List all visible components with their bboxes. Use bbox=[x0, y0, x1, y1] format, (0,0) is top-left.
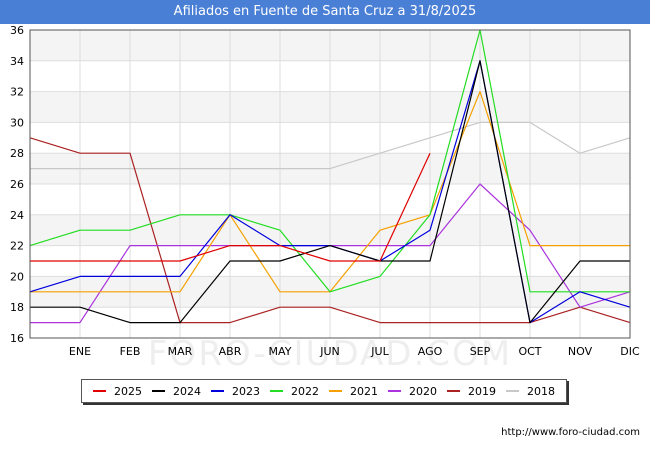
x-tick-label: FEB bbox=[120, 345, 141, 358]
x-tick-label: ENE bbox=[69, 345, 91, 358]
y-tick-label: 32 bbox=[10, 86, 24, 99]
legend-swatch bbox=[388, 390, 401, 392]
x-tick-label: MAR bbox=[168, 345, 193, 358]
series-line-2022 bbox=[29, 29, 630, 293]
legend-swatch bbox=[447, 390, 460, 392]
y-tick-label: 26 bbox=[10, 178, 24, 191]
x-tick-label: ABR bbox=[219, 345, 242, 358]
y-tick-label: 20 bbox=[10, 270, 24, 283]
series-line-2024 bbox=[30, 60, 630, 324]
legend-swatch bbox=[270, 390, 283, 392]
legend-swatch bbox=[506, 390, 519, 392]
x-tick-label: JUN bbox=[319, 345, 340, 358]
x-tick-label: MAY bbox=[269, 345, 292, 358]
legend-item-2021: 2021 bbox=[329, 385, 378, 398]
legend-label: 2019 bbox=[468, 384, 496, 398]
legend: 2025 2024 2023 2022 2021 2020 2019 2018 bbox=[81, 379, 567, 403]
legend-item-2018: 2018 bbox=[506, 385, 555, 398]
y-tick-label: 16 bbox=[10, 332, 24, 345]
legend-label: 2018 bbox=[527, 384, 555, 398]
series-line-2018 bbox=[30, 121, 631, 170]
legend-item-2020: 2020 bbox=[388, 385, 437, 398]
y-tick-label: 18 bbox=[10, 301, 24, 314]
legend-item-2023: 2023 bbox=[211, 385, 260, 398]
y-tick-label: 34 bbox=[10, 55, 24, 68]
legend-item-2025: 2025 bbox=[93, 385, 142, 398]
x-tick-label: AGO bbox=[418, 345, 443, 358]
series-line-2025 bbox=[30, 152, 431, 262]
legend-swatch bbox=[93, 390, 106, 392]
y-tick-label: 30 bbox=[10, 116, 24, 129]
legend-item-2022: 2022 bbox=[270, 385, 319, 398]
tick-labels: 16 18 20 22 24 26 28 30 32 34 36 ENE FEB MAR ABR MAY JUN… bbox=[10, 24, 640, 358]
legend-swatch bbox=[152, 390, 165, 392]
y-tick-label: 24 bbox=[10, 209, 24, 222]
x-tick-label: JUL bbox=[370, 345, 389, 358]
legend-swatch bbox=[329, 390, 342, 392]
x-tick-label: SEP bbox=[470, 345, 491, 358]
y-tick-label: 36 bbox=[10, 24, 24, 37]
legend-label: 2022 bbox=[291, 384, 319, 398]
axes bbox=[29, 29, 631, 339]
series-lines bbox=[29, 29, 631, 324]
x-tick-label: DIC bbox=[620, 345, 640, 358]
legend-label: 2023 bbox=[232, 384, 260, 398]
legend-swatch bbox=[211, 390, 224, 392]
legend-label: 2024 bbox=[173, 384, 201, 398]
x-tick-label: NOV bbox=[568, 345, 593, 358]
x-tick-label: OCT bbox=[518, 345, 541, 358]
source-link[interactable]: http://www.foro-ciudad.com bbox=[501, 427, 640, 438]
legend-item-2019: 2019 bbox=[447, 385, 496, 398]
legend-item-2024: 2024 bbox=[152, 385, 201, 398]
legend-label: 2020 bbox=[409, 384, 437, 398]
legend-label: 2021 bbox=[350, 384, 378, 398]
plot-frame bbox=[29, 29, 631, 339]
legend-label: 2025 bbox=[114, 384, 142, 398]
chart-title: Afiliados en Fuente de Santa Cruz a 31/8… bbox=[0, 0, 650, 24]
y-tick-label: 22 bbox=[10, 240, 24, 253]
y-tick-label: 28 bbox=[10, 147, 24, 160]
watermark: FORO-CIUDAD.COM bbox=[148, 334, 512, 374]
